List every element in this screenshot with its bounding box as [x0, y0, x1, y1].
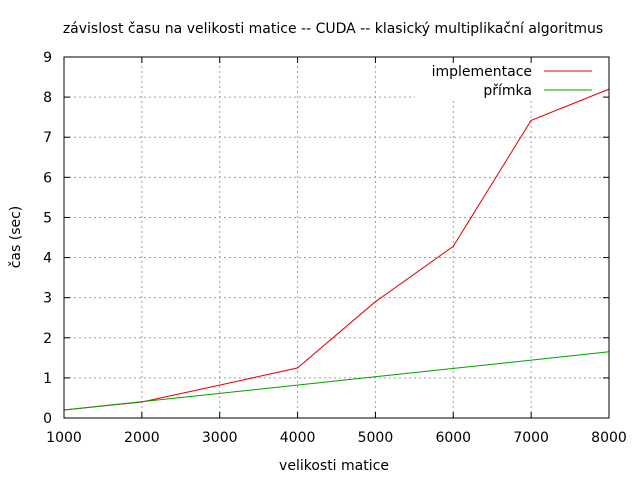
chart-title: závislost času na velikosti matice -- CU…: [63, 21, 603, 37]
x-tick-label: 1000: [46, 430, 82, 446]
x-tick-label: 8000: [591, 430, 627, 446]
legend-label-2: přímka: [483, 83, 532, 99]
series-line-1: [63, 88, 610, 411]
x-tick-label: 7000: [513, 430, 549, 446]
x-tick-label: 2000: [124, 430, 160, 446]
y-axis-label: čas (sec): [8, 206, 24, 269]
legend-label-1: implementace: [432, 64, 532, 80]
x-axis-label: velikosti matice: [279, 458, 389, 474]
plot-frame: [63, 56, 610, 419]
grid-lines: [64, 57, 609, 418]
y-tick-label: 5: [43, 210, 52, 226]
y-tick-label: 8: [43, 90, 52, 106]
x-tick-label: 3000: [202, 430, 238, 446]
tick-labels: 1000 2000 3000 4000 5000 6000 7000 8000 0 1 2 3 4 5 6 7…: [43, 50, 627, 446]
y-tick-label: 3: [43, 291, 52, 307]
x-tick-label: 6000: [435, 430, 471, 446]
series-layer: [63, 88, 610, 411]
y-tick-label: 2: [43, 331, 52, 347]
y-tick-label: 6: [43, 170, 52, 186]
y-tick-label: 4: [43, 251, 52, 267]
x-tick-label: 5000: [358, 430, 394, 446]
series-line-2: [63, 351, 610, 411]
y-tick-label: 7: [43, 130, 52, 146]
y-tick-label: 1: [43, 371, 52, 387]
y-tick-label: 9: [43, 50, 52, 66]
tick-marks: [63, 56, 610, 419]
y-tick-label: 0: [43, 411, 52, 427]
x-tick-label: 4000: [280, 430, 316, 446]
legend: implementace přímka: [432, 64, 592, 99]
